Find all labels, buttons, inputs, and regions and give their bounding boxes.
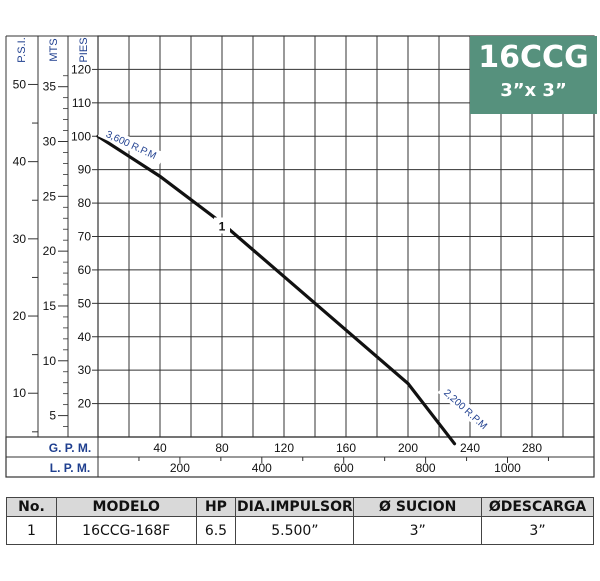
tick-label-pies: 70 xyxy=(78,230,92,244)
tick-label-pies: 60 xyxy=(78,263,92,277)
tick-label-lpm: 800 xyxy=(416,461,436,475)
spec-table-header-row: No. MODELO HP DIA.IMPULSOR Ø SUCION ØDES… xyxy=(6,497,594,517)
cell-no: 1 xyxy=(6,516,57,545)
tick-label-pies: 110 xyxy=(72,96,91,110)
tick-label-pies: 50 xyxy=(78,296,92,310)
axis-title: MTS xyxy=(48,38,60,61)
labels: 13,600 R.P.M2,200 R.P.M xyxy=(97,124,494,436)
curve-label: 1 xyxy=(219,219,226,233)
tick-label-gpm: 280 xyxy=(522,441,542,455)
tick-label-mts: 5 xyxy=(49,409,56,423)
tick-label-pies: 100 xyxy=(71,129,91,143)
tick-label-psi: 20 xyxy=(13,309,27,323)
axis-title-lpm: L. P. M. xyxy=(50,461,90,475)
tick-label-psi: 40 xyxy=(13,155,27,169)
tick-label-gpm: 80 xyxy=(215,441,229,455)
header-no: No. xyxy=(6,497,57,517)
curve xyxy=(96,134,457,446)
axes: P.S.I. MTS PIES 10 20 30 40 50 5 10 15 20 25 30 35 20 30… xyxy=(5,35,595,478)
tick-label-mts: 20 xyxy=(43,244,57,258)
cell-sucion: 3” xyxy=(353,516,483,545)
tick-label-gpm: 120 xyxy=(274,441,294,455)
tick-label-pies: 20 xyxy=(78,397,92,411)
tick-label-mts: 15 xyxy=(43,299,57,313)
tick-label-mts: 25 xyxy=(43,189,57,203)
tick-label-gpm: 200 xyxy=(398,441,418,455)
spec-table: No. MODELO HP DIA.IMPULSOR Ø SUCION ØDES… xyxy=(6,497,594,545)
rpm-label-bg xyxy=(97,124,165,165)
tick-label-lpm: 1000 xyxy=(494,461,521,475)
curve-line xyxy=(96,134,457,446)
cell-hp: 6.5 xyxy=(195,516,237,545)
cell-dia-impulsor: 5.500” xyxy=(235,516,355,545)
rpm-annotation-low: 2,200 R.P.M xyxy=(437,382,494,436)
tick-label-lpm: 200 xyxy=(170,461,190,475)
curve-label-bg xyxy=(214,217,230,234)
tick-label-psi: 50 xyxy=(13,77,27,91)
tick-label-mts: 30 xyxy=(43,135,57,149)
tick-label-lpm: 600 xyxy=(334,461,354,475)
tick-label-pies: 120 xyxy=(71,62,91,76)
chart-title: 16CCG xyxy=(478,40,589,75)
header-dia-impulsor: DIA.IMPULSOR xyxy=(235,497,355,517)
axis-title: PIES xyxy=(78,37,90,62)
chart-title-box: 16CCG 3”x 3” xyxy=(470,36,597,114)
tick-label-pies: 40 xyxy=(78,330,92,344)
rpm-label-low: 2,200 R.P.M xyxy=(441,388,489,433)
chart-subtitle: 3”x 3” xyxy=(500,80,567,101)
rpm-label-bg xyxy=(437,382,494,436)
header-modelo: MODELO xyxy=(55,497,197,517)
axis-title-gpm: G. P. M. xyxy=(49,441,91,455)
axis-title: P.S.I. xyxy=(16,37,28,62)
tick-label-psi: 10 xyxy=(13,386,27,400)
tick-label-mts: 35 xyxy=(43,80,57,94)
header-descarga: ØDESCARGA xyxy=(481,497,594,517)
tick-label-pies: 80 xyxy=(78,196,92,210)
tick-label-gpm: 240 xyxy=(460,441,480,455)
header-sucion: Ø SUCION xyxy=(353,497,483,517)
tick-label-lpm: 400 xyxy=(252,461,272,475)
tick-label-gpm: 160 xyxy=(336,441,356,455)
tick-label-gpm: 40 xyxy=(153,441,167,455)
tick-label-pies: 90 xyxy=(78,163,92,177)
cell-descarga: 3” xyxy=(481,516,594,545)
tick-label-mts: 10 xyxy=(43,354,57,368)
tick-label-pies: 30 xyxy=(78,363,92,377)
tick-label-psi: 30 xyxy=(13,232,27,246)
header-hp: HP xyxy=(195,497,237,517)
cell-modelo: 16CCG-168F xyxy=(55,516,197,545)
table-row: 1 16CCG-168F 6.5 5.500” 3” 3” xyxy=(6,516,594,545)
